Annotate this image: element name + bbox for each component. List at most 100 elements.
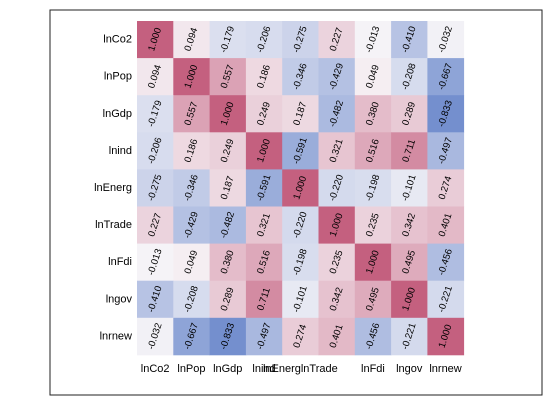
heatmap-cell [209, 206, 247, 244]
heatmap-cell [137, 280, 174, 319]
heatmap-cell [354, 243, 392, 282]
x-tick-label: lnrnew [429, 363, 461, 375]
heatmap-cell [391, 317, 428, 356]
heatmap-cell [173, 280, 210, 319]
heatmap-cell [173, 317, 210, 356]
heatmap-cell [427, 243, 465, 282]
heatmap-cell [173, 58, 210, 96]
y-tick-label: lnCo2 [103, 34, 132, 46]
heatmap-cell [282, 95, 319, 133]
heatmap-cell [245, 206, 283, 244]
heatmap-cell [318, 206, 356, 244]
heatmap-cell [318, 317, 356, 356]
heatmap-cell [245, 280, 283, 319]
heatmap-cell [391, 206, 428, 244]
y-tick-label: lnGdp [103, 108, 132, 120]
y-axis-labels: lnCo2 lnPop lnGdp lnind lnEnerg lnTrade lnFdi l… [94, 34, 132, 343]
heatmap-cell [427, 206, 465, 244]
heatmap-cell [282, 169, 319, 207]
heatmap-cell [391, 132, 428, 170]
heatmap-cell [173, 169, 210, 207]
heatmap-cell [137, 317, 174, 356]
y-tick-label: lnind [109, 145, 132, 157]
heatmap-cell [173, 95, 210, 133]
heatmap-cell [427, 280, 465, 319]
heatmap-cell [173, 206, 210, 244]
y-tick-label: lngov [106, 293, 133, 305]
heatmap-cell [318, 95, 356, 133]
heatmap-cell [209, 21, 247, 59]
heatmap-cell [282, 21, 319, 59]
heatmap-cell [427, 58, 465, 96]
heatmap-cell [354, 317, 392, 356]
y-tick-label: lnFdi [108, 256, 132, 268]
heatmap-cell [137, 58, 174, 96]
x-tick-label: lnEnerglnTrade [263, 363, 338, 375]
heatmap-cell [354, 95, 392, 133]
heatmap-cell [137, 95, 174, 133]
heatmap-cell [209, 317, 247, 356]
y-tick-label: lnPop [104, 71, 132, 83]
heatmap-cell [245, 21, 283, 59]
heatmap-cell [318, 58, 356, 96]
x-tick-label: lngov [396, 363, 423, 375]
heatmap-cell [427, 317, 465, 356]
heatmap-cell [391, 21, 428, 59]
heatmap-cell [318, 21, 356, 59]
heatmap-cell [427, 132, 465, 170]
heatmap-cell [137, 169, 174, 207]
heatmap-cell [173, 21, 210, 59]
heatmap-cell [354, 21, 392, 59]
y-tick-label: lnTrade [95, 219, 132, 231]
heatmap-cell [318, 132, 356, 170]
heatmap-cell [354, 58, 392, 96]
heatmap-cell [354, 280, 392, 319]
heatmap-cell [245, 169, 283, 207]
heatmap-cell [391, 243, 428, 282]
heatmap-cell [354, 132, 392, 170]
y-tick-label: lnEnerg [94, 182, 132, 194]
heatmap-cell [282, 317, 319, 356]
heatmap-cell [245, 58, 283, 96]
heatmap-cell [391, 58, 428, 96]
heatmap-cell [245, 317, 283, 356]
cell-value-labels: 1.000 0.094 -0.179 -0.206 -0.275 0.227 -0.013-… [146, 25, 455, 351]
heatmap-cell [209, 58, 247, 96]
heatmap-cell [427, 169, 465, 207]
heatmap-cell [282, 280, 319, 319]
plot-frame [49, 9, 543, 396]
heatmap-cell [354, 206, 392, 244]
heatmap-cell [318, 169, 356, 207]
x-tick-label: lnCo2 [141, 363, 170, 375]
heatmap-cell [318, 243, 356, 282]
heatmap-cell [209, 280, 247, 319]
heatmap-cell [209, 132, 247, 170]
heatmap-cells [137, 21, 465, 356]
heatmap-cell [209, 243, 247, 282]
heatmap-cell [427, 21, 465, 59]
y-tick-label: lnrnew [100, 330, 132, 342]
heatmap-cell [137, 243, 174, 282]
heatmap-cell [245, 95, 283, 133]
heatmap-cell [282, 243, 319, 282]
heatmap-cell [282, 206, 319, 244]
heatmap-cell [137, 21, 174, 59]
heatmap-cell [282, 58, 319, 96]
heatmap-cell [391, 280, 428, 319]
x-tick-label: lnind [252, 363, 275, 375]
heatmap-cell [354, 169, 392, 207]
heatmap-cell [245, 243, 283, 282]
heatmap-cell [209, 169, 247, 207]
x-tick-label: lnGdp [213, 363, 242, 375]
heatmap-cell [209, 95, 247, 133]
x-tick-label: lnPop [177, 363, 205, 375]
heatmap-cell [282, 132, 319, 170]
heatmap-cell [173, 243, 210, 282]
heatmap-cell [245, 132, 283, 170]
heatmap-cell [391, 95, 428, 133]
x-tick-label: lnFdi [361, 363, 385, 375]
heatmap-cell [173, 132, 210, 170]
heatmap-cell [137, 206, 174, 244]
heatmap-cell [318, 280, 356, 319]
